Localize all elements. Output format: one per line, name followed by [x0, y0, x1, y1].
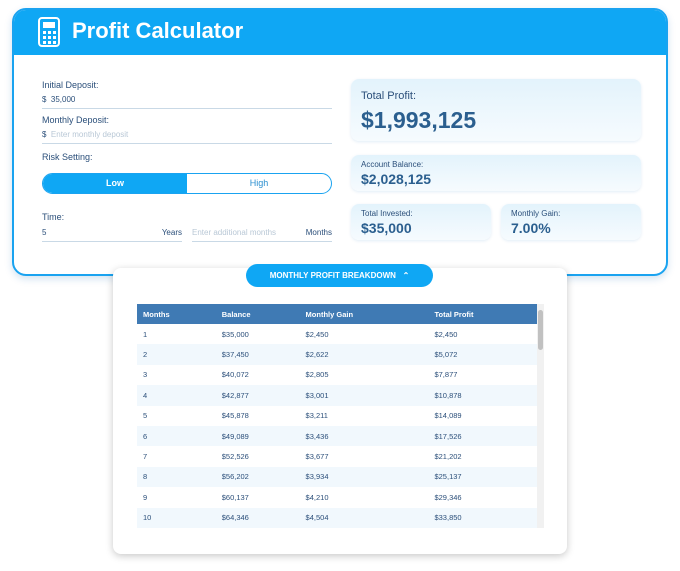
table-row: 1 $35,000 $2,450 $2,450: [137, 324, 537, 344]
result-value: $2,028,125: [361, 171, 432, 187]
title: Profit Calculator: [72, 18, 244, 43]
table-cell: $64,346: [215, 507, 300, 528]
table-cell: 6: [137, 425, 216, 447]
monthly-deposit-input[interactable]: $ Enter monthly deposit: [42, 130, 332, 144]
table-row: 6 $49,089 $3,436 $17,526: [137, 425, 537, 447]
table-cell: $2,450: [305, 329, 329, 339]
label: Risk Setting:: [42, 152, 93, 162]
prefix: $: [42, 130, 47, 139]
table-cell: $10,878: [428, 385, 537, 406]
table-row: 9 $60,137 $4,210 $29,346: [137, 487, 537, 507]
table-cell: 2: [137, 344, 216, 365]
table-cell: 1: [143, 329, 148, 339]
table-cell: 8: [137, 466, 216, 488]
breakdown-button[interactable]: MONTHLY PROFIT BREAKDOWN ⌃: [246, 264, 433, 287]
result-label: Monthly Gain:: [511, 209, 561, 218]
monthly-gain-box: Monthly Gain: 7.00%: [501, 204, 641, 240]
years-input[interactable]: 5 Years: [42, 228, 182, 242]
table-cell: $3,677: [305, 452, 329, 462]
account-balance-box: Account Balance: $2,028,125: [351, 155, 641, 191]
table-body: 1 $35,000 $2,450 $2,450 2 $37,450 $2,622 $5,072…: [137, 324, 537, 528]
scrollbar[interactable]: [537, 304, 544, 528]
table-cell: $5,072: [428, 344, 537, 365]
total-profit-box: Total Profit: $1,993,125: [351, 79, 641, 141]
result-label: Account Balance:: [361, 160, 424, 169]
table-cell: $3,934: [299, 466, 429, 488]
risk-toggle: Low High: [42, 173, 332, 194]
total-invested-box: Total Invested: $35,000: [351, 204, 491, 240]
table-row: 7 $52,526 $3,677 $21,202: [137, 446, 537, 466]
calculator-card: Profit Calculator Initial Deposit: $ 35,…: [12, 8, 668, 276]
column-header: Months: [137, 304, 216, 324]
table-cell: $60,137: [221, 492, 249, 502]
prefix: $: [42, 95, 47, 104]
months-input[interactable]: Enter additional months Months: [192, 228, 332, 242]
table-cell: $4,210: [305, 492, 329, 502]
risk-option[interactable]: High: [249, 178, 269, 188]
input-value: 5: [42, 228, 47, 237]
table-cell: $3,436: [299, 425, 429, 447]
table-row: 2 $37,450 $2,622 $5,072: [137, 344, 537, 365]
label: Monthly Deposit:: [42, 115, 110, 125]
table-row: 10 $64,346 $4,504 $33,850: [137, 507, 537, 528]
breakdown-table: Months Balance Monthly Gain Total Profit 1 $3…: [137, 304, 537, 528]
scroll-thumb[interactable]: [538, 310, 543, 350]
table-cell: $52,526: [221, 452, 249, 462]
initial-deposit-input[interactable]: $ 35,000: [42, 95, 332, 109]
table-cell: $29,346: [434, 492, 462, 502]
placeholder: Enter additional months: [192, 228, 277, 237]
table-cell: $2,805: [305, 370, 329, 380]
table-cell: $7,877: [434, 370, 458, 380]
table-row: 8 $56,202 $3,934 $25,137: [137, 466, 537, 488]
table-cell: $4,504: [299, 507, 429, 528]
placeholder: Enter monthly deposit: [50, 130, 129, 139]
table-cell: $56,202: [215, 466, 300, 488]
result-value: 7.00%: [511, 220, 551, 236]
table-cell: $37,450: [215, 344, 300, 365]
label: Initial Deposit:: [42, 80, 99, 90]
result-label: Total Profit:: [361, 90, 417, 102]
table-cell: $42,877: [215, 385, 300, 406]
table-cell: $3,001: [299, 385, 429, 406]
result-label: Total Invested:: [361, 209, 413, 218]
column-header: Balance: [215, 304, 300, 324]
table-cell: $33,850: [428, 507, 537, 528]
risk-option[interactable]: Low: [43, 174, 187, 193]
unit: Months: [305, 228, 332, 237]
header-row: Months Balance Monthly Gain Total Profit: [137, 304, 537, 324]
column-header: Total Profit: [428, 304, 537, 324]
table-cell: $2,450: [434, 329, 458, 339]
table-cell: 9: [143, 492, 148, 502]
table-cell: $45,878: [221, 411, 249, 421]
table-cell: $21,202: [434, 452, 462, 462]
table-cell: 5: [143, 411, 148, 421]
table-cell: 4: [137, 385, 216, 406]
table-cell: $3,211: [305, 411, 328, 421]
table-cell: 7: [143, 452, 148, 462]
table-cell: $14,089: [434, 411, 462, 421]
table-cell: $25,137: [428, 466, 537, 488]
calculator-icon: [38, 17, 60, 47]
table-row: 4 $42,877 $3,001 $10,878: [137, 385, 537, 406]
table-cell: $49,089: [215, 425, 300, 447]
table-cell: 10: [137, 507, 216, 528]
table-cell: 3: [143, 370, 148, 380]
table-cell: $17,526: [428, 425, 537, 447]
result-value: $35,000: [361, 220, 412, 236]
table-cell: $40,072: [221, 370, 249, 380]
table-cell: $35,000: [221, 329, 249, 339]
result-value: $1,993,125: [361, 107, 477, 133]
label: Time:: [42, 212, 65, 222]
column-header: Monthly Gain: [299, 304, 429, 324]
table-row: 3 $40,072 $2,805 $7,877: [137, 365, 537, 385]
unit: Years: [161, 228, 182, 237]
header-bar: Profit Calculator: [14, 10, 666, 55]
button-label: MONTHLY PROFIT BREAKDOWN: [269, 271, 396, 280]
table-row: 5 $45,878 $3,211 $14,089: [137, 406, 537, 426]
input-value: 35,000: [50, 95, 76, 104]
table-cell: $2,622: [299, 344, 429, 365]
